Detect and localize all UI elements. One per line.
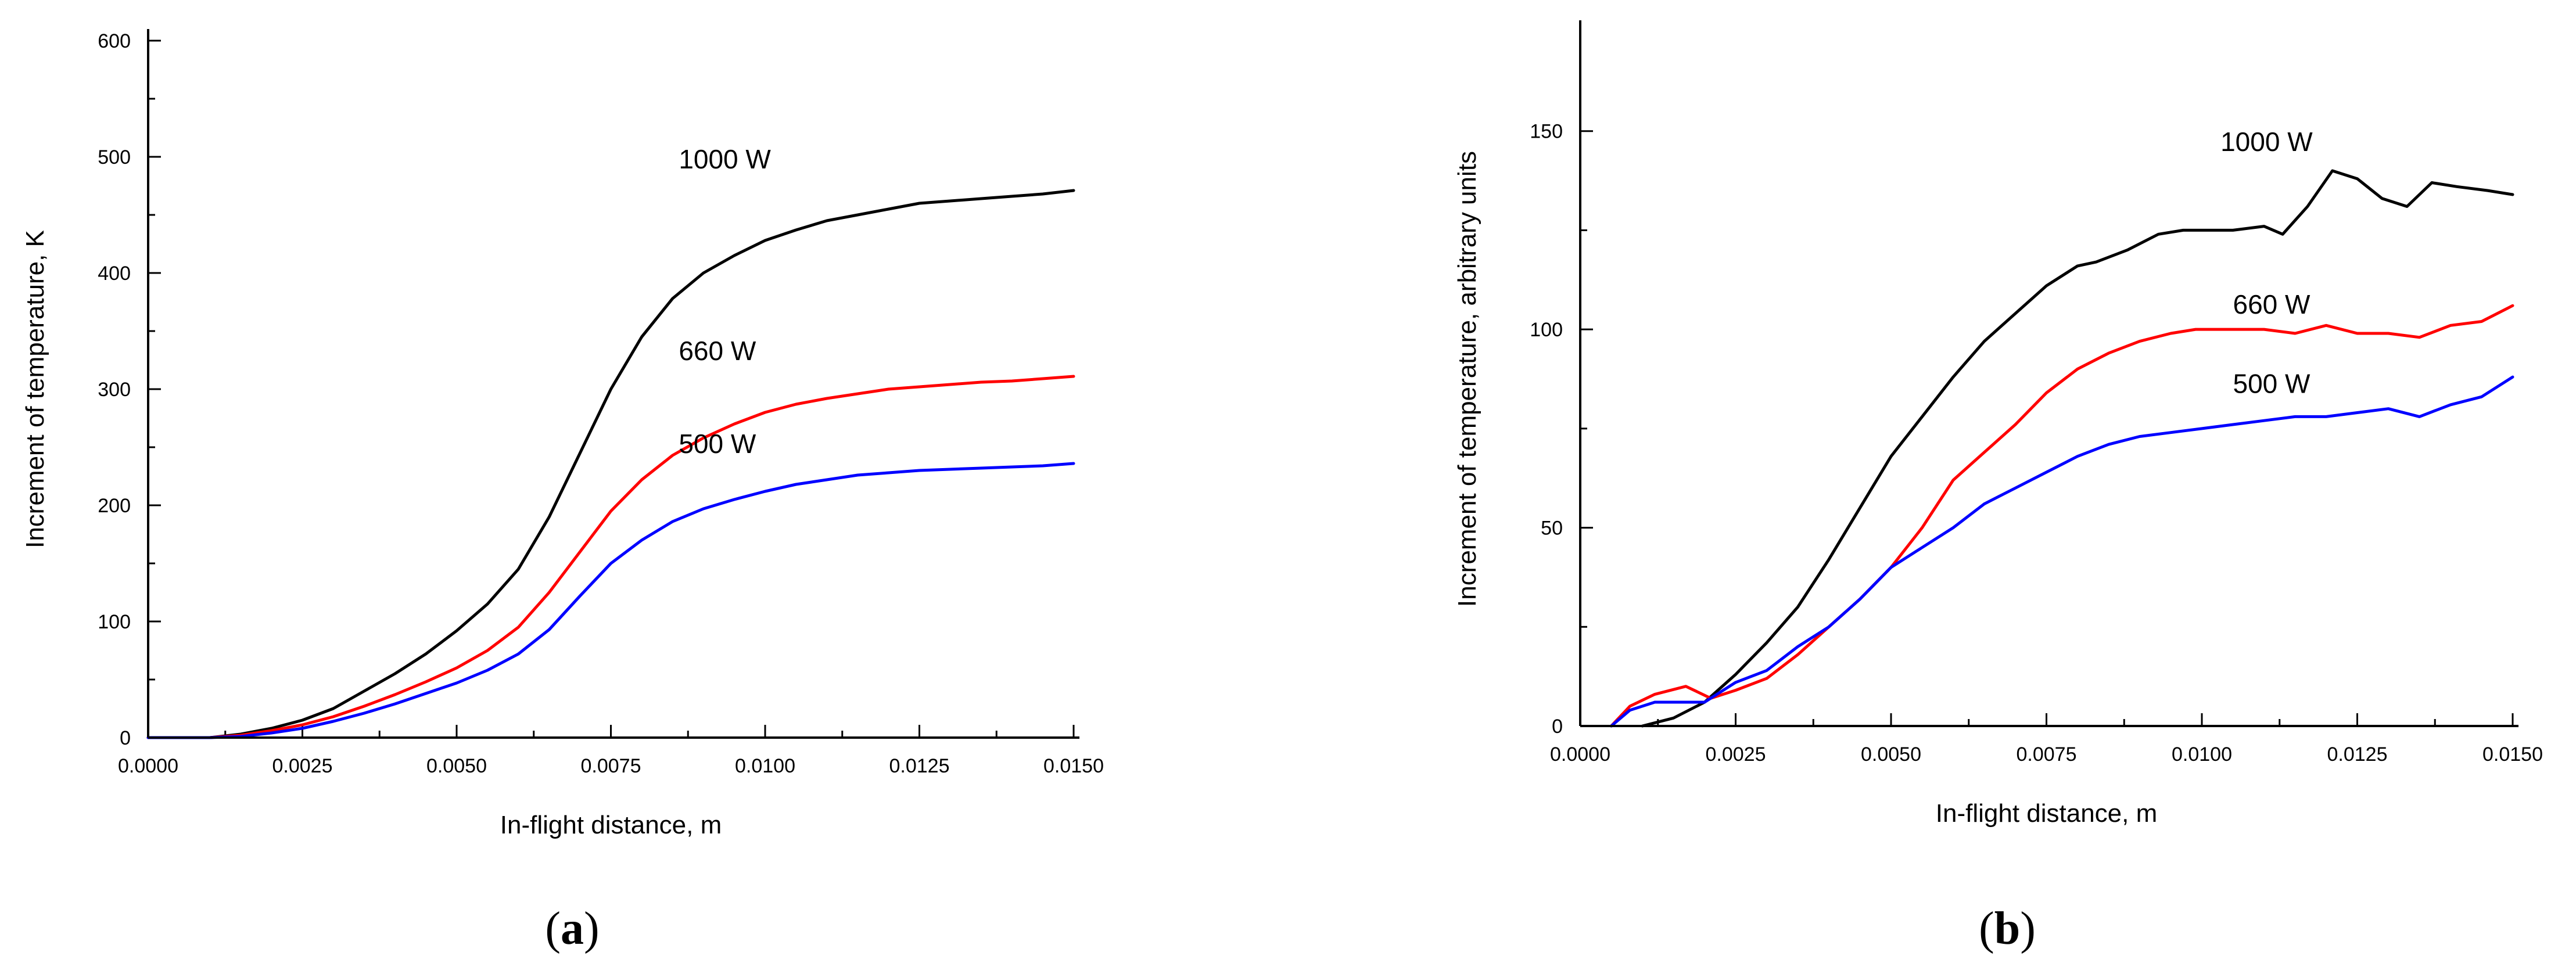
panel-b-x-tick-label: 0.0025 [1706, 743, 1766, 765]
panel-b-chart: 0.0000 0.0025 0.0050 0.0075 0.0100 0.0125 0.01… [1453, 20, 2543, 954]
panel-b-x-tick-label: 0.0075 [2017, 743, 2077, 765]
panel-b-series-label-660w: 660 W [2233, 289, 2311, 319]
panel-a-y-tick-label: 100 [98, 611, 131, 633]
panel-a-axes [147, 29, 1079, 739]
panel-b-x-tick-label: 0.0100 [2172, 743, 2232, 765]
panel-a-x-tick-label: 0.0025 [272, 755, 333, 777]
panel-b-y-tick-label: 150 [1530, 121, 1563, 143]
panel-b-series-label-1000w: 1000 W [2220, 127, 2313, 157]
panel-b-x-tick-label: 0.0150 [2482, 743, 2543, 765]
panel-a-series-label-660w: 660 W [679, 336, 756, 366]
panel-b-x-axis-title: In-flight distance, m [1936, 799, 2158, 828]
panel-b-x-tick-label: 0.0000 [1550, 743, 1610, 765]
panel-b-series [1610, 169, 2514, 728]
panel-a-y-tick-label: 400 [98, 263, 131, 285]
panel-b-axes [1579, 20, 2518, 727]
panel-a-series [146, 189, 1075, 739]
panel-b-y-axis-title: Increment of temperature, arbitrary unit… [1453, 151, 1481, 607]
panel-b-x-tick-label: 0.0125 [2327, 743, 2388, 765]
panel-b-y-tick-label: 0 [1552, 716, 1563, 738]
panel-a-caption-close: ) [584, 903, 600, 954]
panel-a-y-axis-title: Increment of temperature, K [21, 230, 49, 548]
panel-a-y-tick-label: 200 [98, 495, 131, 517]
panel-a-x-tick-label: 0.0050 [426, 755, 487, 777]
panel-a-chart: 0.0000 0.0025 0.0050 0.0075 0.0100 0.0125 0.01… [21, 29, 1104, 954]
panel-b-caption: (b) [1979, 903, 2036, 954]
panel-a-series-label-1000w: 1000 W [679, 144, 771, 174]
panel-a-y-tick-label: 0 [120, 727, 131, 749]
panel-b-y-tick-label: 50 [1541, 517, 1563, 540]
panel-a-y-tick-label: 300 [98, 379, 131, 401]
panel-a-x-tick-label: 0.0100 [735, 755, 795, 777]
panel-b-y-tick-label: 100 [1530, 319, 1563, 341]
panel-b-caption-open: ( [1979, 903, 1994, 954]
panel-b-series-line-500w [1610, 375, 2514, 728]
panel-a-series-line-660w [146, 375, 1075, 739]
panel-b-x-tick-label: 0.0050 [1861, 743, 1921, 765]
panel-a-x-tick-label: 0.0075 [581, 755, 641, 777]
panel-a-x-tick-label: 0.0000 [118, 755, 178, 777]
panel-b-series-line-660w [1610, 304, 2514, 728]
panel-a-caption-letter: a [561, 903, 584, 954]
panel-a-y-tick-label: 600 [98, 30, 131, 52]
panel-a-caption-open: ( [545, 903, 561, 954]
panel-a-x-axis-title: In-flight distance, m [500, 811, 722, 839]
panel-a-series-label-500w: 500 W [679, 429, 756, 459]
panel-a-caption: (a) [545, 903, 599, 954]
panel-b-caption-letter: b [1994, 903, 2021, 954]
panel-b-series-line-1000w [1641, 169, 2514, 728]
panel-a-x-tick-label: 0.0150 [1043, 755, 1104, 777]
panel-a-series-labels: 1000 W 660 W 500 W [679, 144, 771, 459]
panel-b-caption-close: ) [2020, 903, 2036, 954]
panel-a-series-line-1000w [146, 189, 1075, 739]
panel-b-ticks: 0.0000 0.0025 0.0050 0.0075 0.0100 0.0125 0.01… [1530, 121, 2543, 765]
panel-b-series-labels: 1000 W 660 W 500 W [2220, 127, 2313, 399]
panel-b-series-label-500w: 500 W [2233, 368, 2311, 398]
panel-a-ticks: 0.0000 0.0025 0.0050 0.0075 0.0100 0.0125 0.01… [98, 30, 1104, 777]
panel-a-x-tick-label: 0.0125 [889, 755, 950, 777]
panel-a-y-tick-label: 500 [98, 146, 131, 168]
panel-a-series-line-500w [146, 462, 1075, 739]
